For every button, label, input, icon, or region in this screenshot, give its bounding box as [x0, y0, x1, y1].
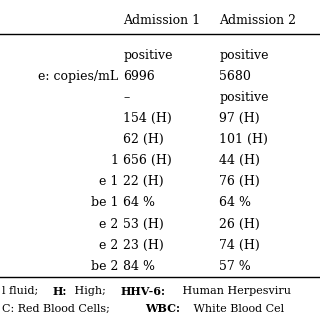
Text: be 2: be 2	[91, 260, 118, 273]
Text: 656 (H): 656 (H)	[123, 154, 172, 167]
Text: H:: H:	[53, 286, 67, 297]
Text: e 2: e 2	[99, 218, 118, 231]
Text: 1: 1	[110, 154, 118, 167]
Text: 22 (H): 22 (H)	[123, 175, 164, 188]
Text: 74 (H): 74 (H)	[219, 239, 260, 252]
Text: 57 %: 57 %	[219, 260, 251, 273]
Text: positive: positive	[123, 49, 173, 62]
Text: l fluid;: l fluid;	[2, 286, 41, 296]
Text: e 1: e 1	[99, 175, 118, 188]
Text: 76 (H): 76 (H)	[219, 175, 260, 188]
Text: 5680: 5680	[219, 70, 251, 83]
Text: 44 (H): 44 (H)	[219, 154, 260, 167]
Text: positive: positive	[219, 91, 269, 104]
Text: Admission 2: Admission 2	[219, 14, 296, 27]
Text: WBC:: WBC:	[145, 303, 180, 314]
Text: 64 %: 64 %	[219, 196, 251, 210]
Text: positive: positive	[219, 49, 269, 62]
Text: 26 (H): 26 (H)	[219, 218, 260, 231]
Text: 23 (H): 23 (H)	[123, 239, 164, 252]
Text: White Blood Cel: White Blood Cel	[190, 304, 284, 314]
Text: 64 %: 64 %	[123, 196, 155, 210]
Text: 84 %: 84 %	[123, 260, 155, 273]
Text: Human Herpesviru: Human Herpesviru	[179, 286, 291, 296]
Text: 97 (H): 97 (H)	[219, 112, 260, 125]
Text: HHV-6:: HHV-6:	[121, 286, 166, 297]
Text: 6996: 6996	[123, 70, 155, 83]
Text: be 1: be 1	[91, 196, 118, 210]
Text: High;: High;	[71, 286, 110, 296]
Text: 62 (H): 62 (H)	[123, 133, 164, 146]
Text: e 2: e 2	[99, 239, 118, 252]
Text: 53 (H): 53 (H)	[123, 218, 164, 231]
Text: 154 (H): 154 (H)	[123, 112, 172, 125]
Text: C: Red Blood Cells;: C: Red Blood Cells;	[2, 304, 113, 314]
Text: Admission 1: Admission 1	[123, 14, 200, 27]
Text: –: –	[123, 91, 130, 104]
Text: 101 (H): 101 (H)	[219, 133, 268, 146]
Text: e: copies/mL: e: copies/mL	[38, 70, 118, 83]
